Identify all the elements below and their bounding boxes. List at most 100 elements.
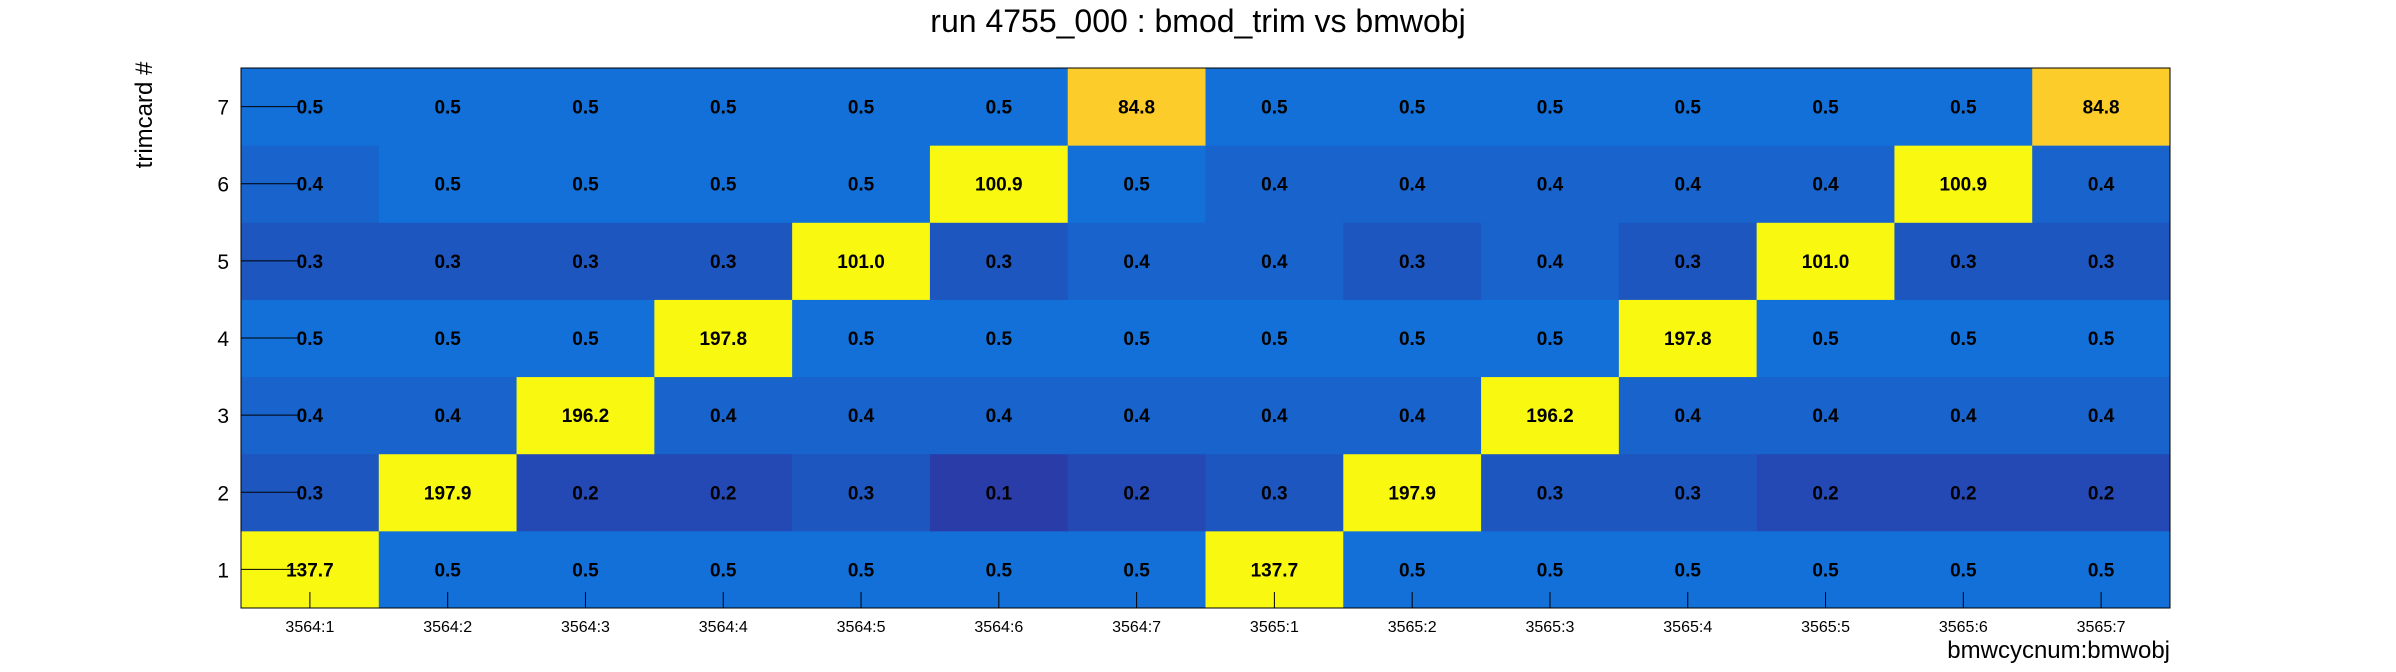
cell-value-label: 0.5 bbox=[710, 175, 737, 196]
cell-value-label: 0.5 bbox=[1537, 98, 1564, 119]
x-tick-label: 3565:7 bbox=[2077, 619, 2126, 636]
heatmap-cell bbox=[792, 145, 931, 223]
heatmap-cell bbox=[516, 453, 655, 532]
heatmap-cell bbox=[1618, 68, 1758, 146]
cell-value-label: 0.4 bbox=[1675, 406, 1702, 427]
y-axis-title: trimcard # bbox=[131, 61, 158, 168]
heatmap-cell bbox=[1205, 145, 1344, 223]
cell-value-label: 0.4 bbox=[1261, 406, 1288, 427]
heatmap-cell bbox=[1067, 145, 1206, 223]
heatmap-cell bbox=[2032, 222, 2171, 300]
cell-value-label: 84.8 bbox=[2083, 98, 2120, 119]
heatmap-cell bbox=[1481, 453, 1620, 532]
cell-value-label: 0.4 bbox=[1812, 406, 1839, 427]
heatmap-cell bbox=[2032, 68, 2171, 146]
heatmap-cell bbox=[1481, 68, 1620, 146]
cell-value-label: 0.5 bbox=[2088, 560, 2115, 581]
cell-value-label: 101.0 bbox=[837, 252, 885, 273]
cell-value-label: 0.4 bbox=[297, 175, 324, 196]
cell-value-label: 0.3 bbox=[434, 252, 460, 273]
heatmap-cell bbox=[1205, 376, 1344, 455]
cell-value-label: 0.5 bbox=[1537, 329, 1564, 350]
cell-value-label: 0.5 bbox=[434, 329, 461, 350]
axes bbox=[240, 67, 2171, 609]
heatmap-cell bbox=[1756, 68, 1895, 146]
cell-value-label: 0.5 bbox=[1950, 98, 1977, 119]
cell-value-label: 0.3 bbox=[1399, 252, 1425, 273]
heatmap-cell bbox=[792, 376, 931, 455]
x-tick-label: 3565:5 bbox=[1801, 619, 1850, 636]
cell-value-label: 0.3 bbox=[2088, 252, 2114, 273]
cell-value-label: 137.7 bbox=[286, 560, 334, 581]
cell-value-label: 0.5 bbox=[1399, 560, 1426, 581]
heatmap-cell bbox=[2032, 376, 2171, 455]
cell-value-label: 0.5 bbox=[1675, 560, 1702, 581]
heatmap-cell bbox=[378, 145, 518, 223]
cell-value-label: 0.5 bbox=[1261, 98, 1288, 119]
x-tick-label: 3564:3 bbox=[561, 619, 610, 636]
heatmap-cell bbox=[929, 299, 1069, 378]
cell-value-label: 0.5 bbox=[1812, 98, 1839, 119]
cell-value-label: 0.4 bbox=[1950, 406, 1977, 427]
heatmap-cell bbox=[654, 376, 793, 455]
heatmap-cell bbox=[378, 222, 518, 300]
cell-value-label: 197.9 bbox=[424, 483, 472, 504]
heatmap-cell bbox=[1894, 453, 2033, 532]
x-tick-label: 3564:4 bbox=[699, 619, 748, 636]
heatmap-cell bbox=[1618, 299, 1758, 378]
heatmap-cell bbox=[1067, 222, 1206, 300]
cell-value-label: 0.5 bbox=[986, 98, 1013, 119]
heatmap-cell bbox=[516, 376, 655, 455]
x-tick-label: 3565:1 bbox=[1250, 619, 1299, 636]
y-tick-label: 3 bbox=[217, 405, 229, 428]
cell-value-label: 0.3 bbox=[1537, 483, 1563, 504]
heatmap-cell bbox=[1618, 376, 1758, 455]
cell-value-label: 0.4 bbox=[1399, 406, 1426, 427]
heatmap-cell bbox=[378, 68, 518, 146]
heatmap-cell bbox=[1205, 453, 1344, 532]
cell-value-label: 0.5 bbox=[434, 175, 461, 196]
y-tick-label: 6 bbox=[217, 174, 229, 197]
heatmap-cell bbox=[1343, 299, 1482, 378]
cell-value-label: 0.2 bbox=[1123, 483, 1149, 504]
y-tick-label: 1 bbox=[217, 559, 229, 582]
heatmap-cell bbox=[378, 299, 518, 378]
heatmap-cell bbox=[1205, 222, 1344, 300]
cell-value-label: 0.4 bbox=[297, 406, 324, 427]
x-tick-labels: 3564:1 3564:2 3564:3 3564:4 3564:5 3564:6 3564… bbox=[285, 619, 2125, 636]
x-tick-label: 3564:2 bbox=[423, 619, 472, 636]
heatmap-cell bbox=[378, 376, 518, 455]
cell-value-label: 0.5 bbox=[2088, 329, 2115, 350]
heatmap-cell bbox=[516, 222, 655, 300]
heatmap-cell bbox=[792, 453, 931, 532]
cell-value-label: 101.0 bbox=[1802, 252, 1850, 273]
heatmap-cell bbox=[792, 222, 931, 300]
cell-value-label: 0.4 bbox=[1537, 252, 1564, 273]
cell-value-label: 0.5 bbox=[1399, 98, 1426, 119]
cell-value-label: 0.5 bbox=[710, 560, 737, 581]
heatmap-cell bbox=[1343, 145, 1482, 223]
cell-value-label: 0.3 bbox=[297, 252, 323, 273]
cell-value-label: 0.3 bbox=[1675, 252, 1701, 273]
cell-value-label: 0.4 bbox=[1123, 252, 1150, 273]
cell-value-label: 0.2 bbox=[710, 483, 736, 504]
heatmap-cell bbox=[1894, 145, 2033, 223]
cell-value-label: 84.8 bbox=[1118, 98, 1155, 119]
heatmap-cell bbox=[654, 145, 793, 223]
cell-value-label: 0.3 bbox=[572, 252, 598, 273]
cell-value-label: 196.2 bbox=[562, 406, 610, 427]
heatmap-cell bbox=[1067, 376, 1206, 455]
heatmap-cell bbox=[1756, 145, 1895, 223]
heatmap-cell bbox=[654, 222, 793, 300]
cell-value-label: 0.5 bbox=[297, 329, 324, 350]
cell-value-label: 0.5 bbox=[1261, 329, 1288, 350]
heatmap-cell bbox=[792, 299, 931, 378]
heatmap-cell bbox=[1481, 376, 1620, 455]
heatmap-cell bbox=[2032, 299, 2171, 378]
x-tick-label: 3565:6 bbox=[1939, 619, 1988, 636]
heatmap-cell bbox=[929, 222, 1069, 300]
x-tick-label: 3564:7 bbox=[1112, 619, 1161, 636]
heatmap-cell bbox=[1756, 299, 1895, 378]
cell-value-label: 0.3 bbox=[848, 483, 874, 504]
heatmap-cell bbox=[654, 299, 793, 378]
